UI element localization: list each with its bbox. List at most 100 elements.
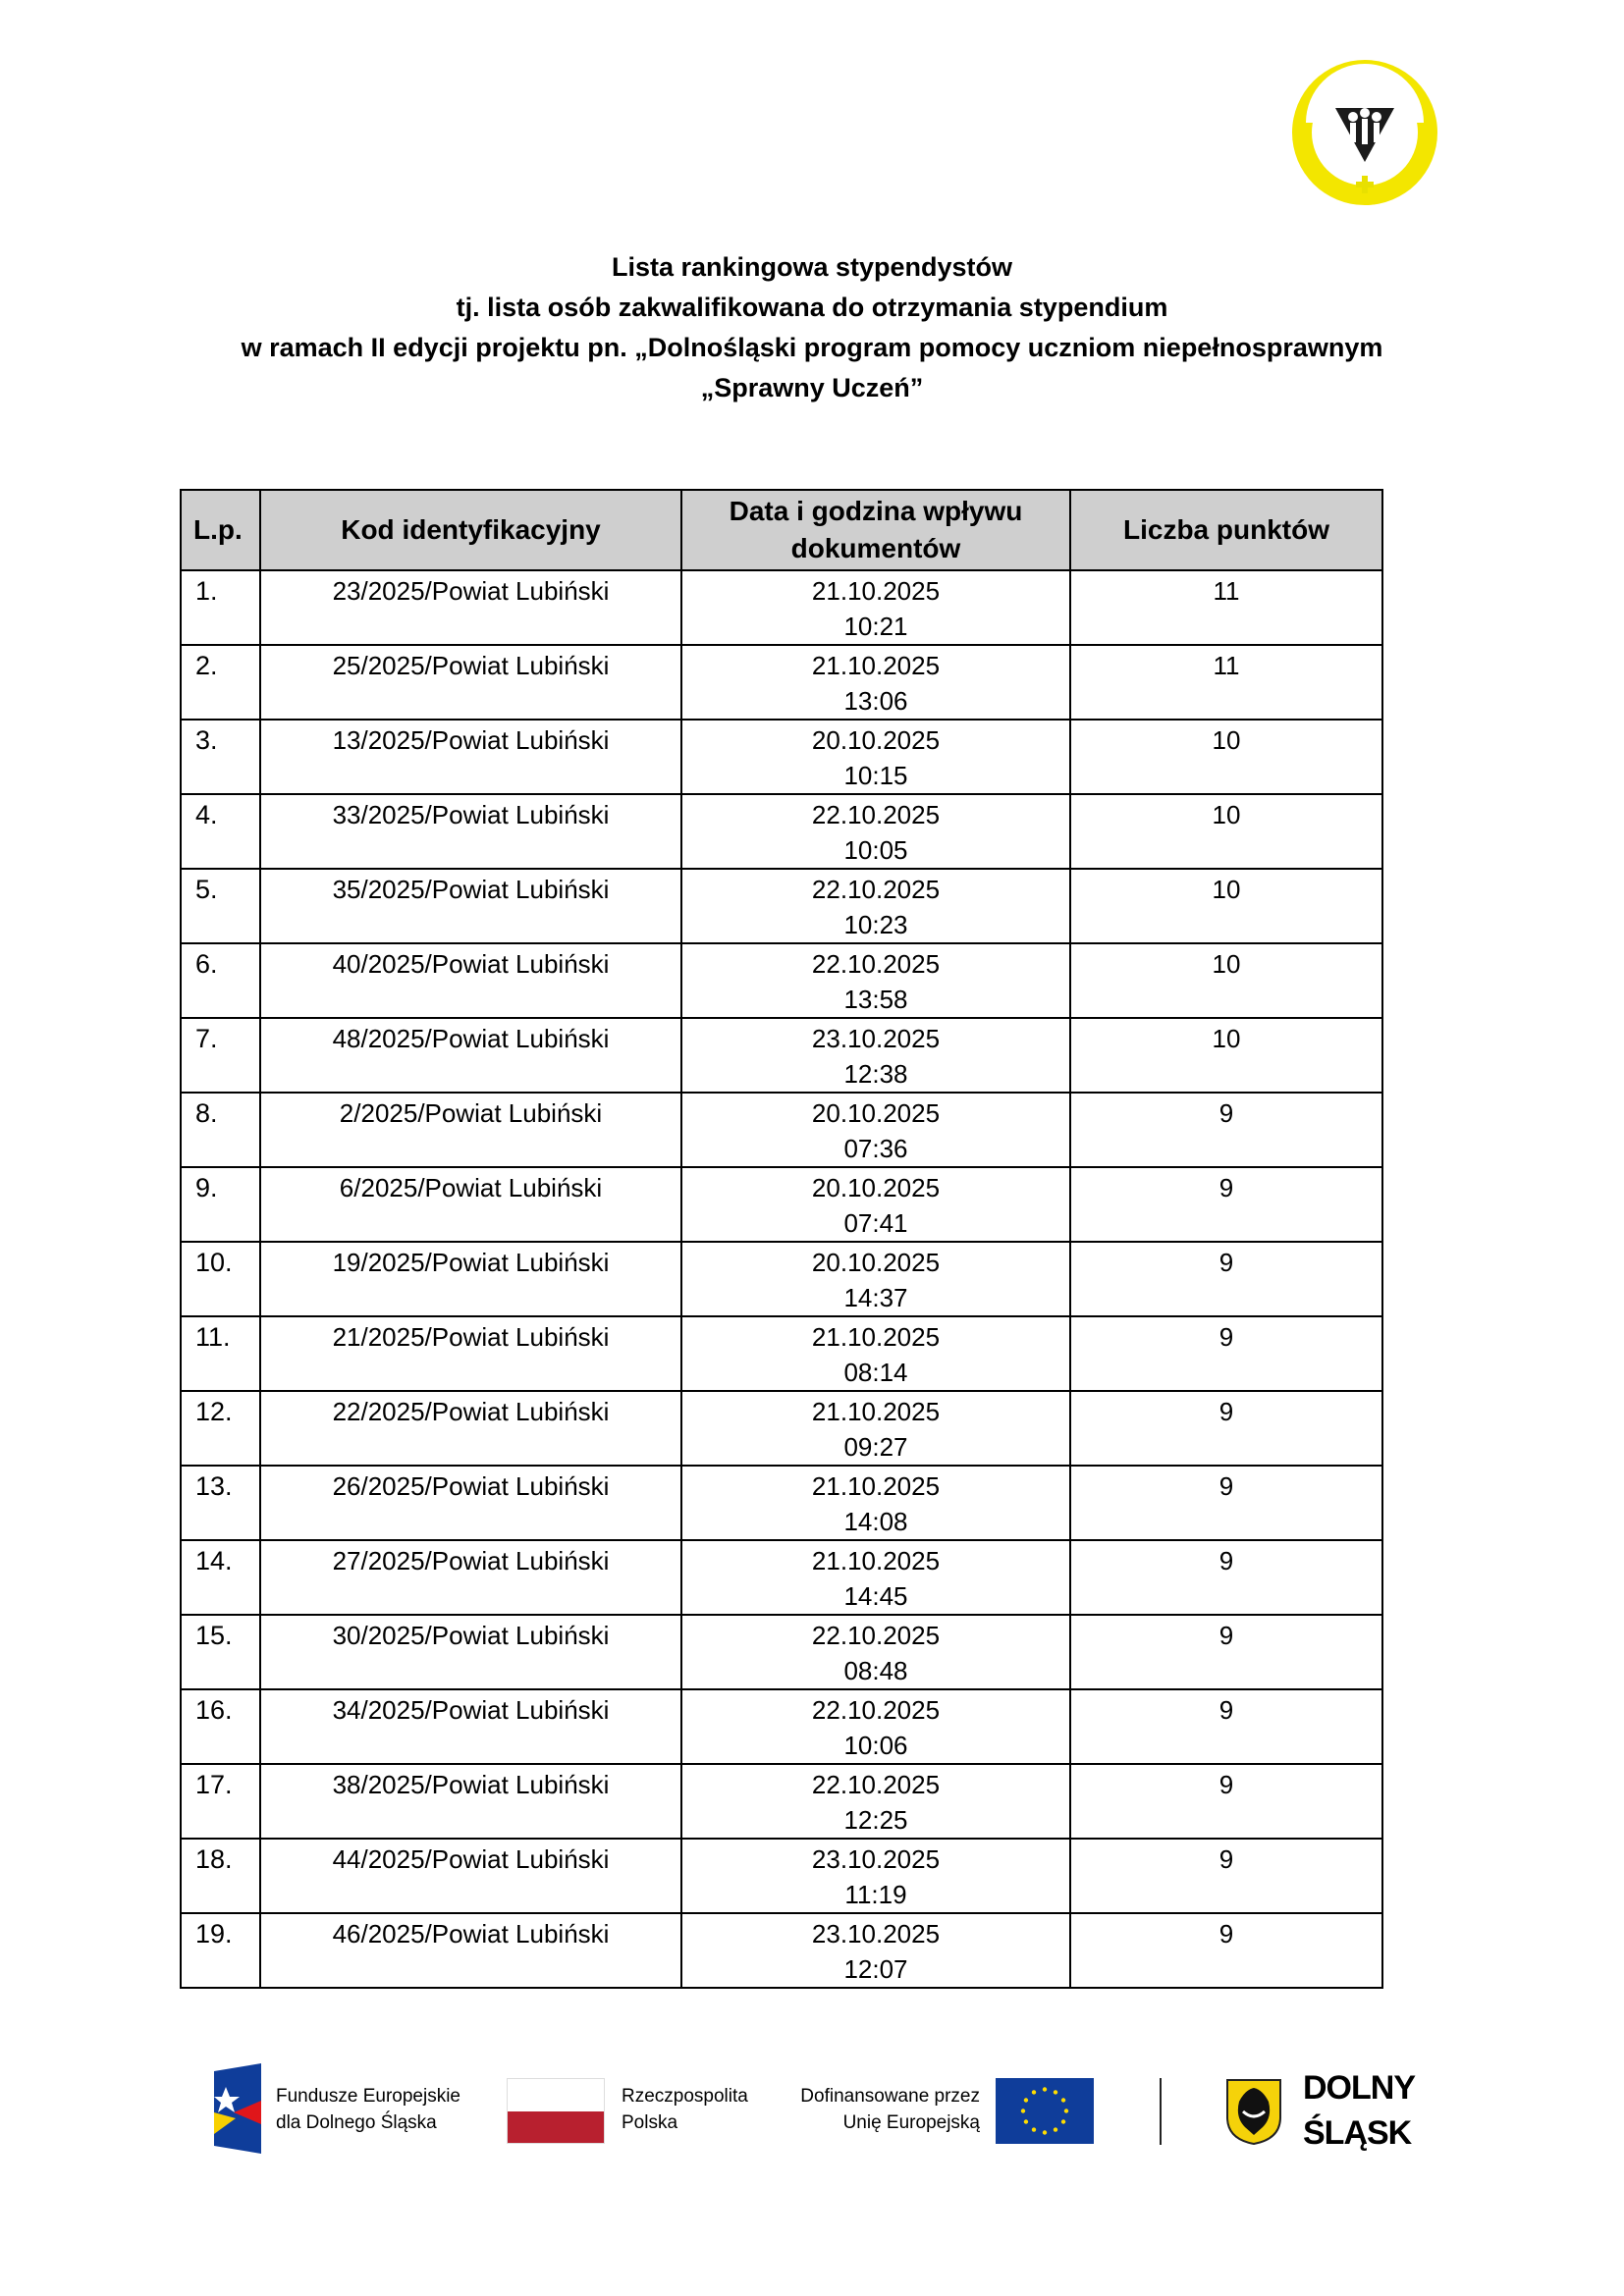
cell-datetime: 22.10.2025 13:58 [680,942,1071,1019]
cell-time: 14:08 [843,1507,908,1536]
cell-date: 22.10.2025 [811,1770,941,1799]
cell-points: 9 [1069,1838,1383,1914]
table-row: 1. 23/2025/Powiat Lubiński 21.10.2025 10:… [180,569,1383,646]
table-row: 17. 38/2025/Powiat Lubiński 22.10.2025 12… [180,1763,1383,1840]
cell-time: 07:36 [843,1134,908,1163]
cell-points: 10 [1069,793,1383,870]
cell-date: 21.10.2025 [811,1546,941,1575]
cell-datetime: 20.10.2025 07:41 [680,1166,1071,1243]
cell-date: 23.10.2025 [811,1919,941,1949]
cell-lp: 10. [180,1241,261,1317]
cell-points: 9 [1069,1166,1383,1243]
cell-datetime: 21.10.2025 13:06 [680,644,1071,721]
cell-points: 9 [1069,1688,1383,1765]
fe-line1: Fundusze Europejskie [276,2086,460,2107]
cell-datetime: 22.10.2025 12:25 [680,1763,1071,1840]
table-row: 3. 13/2025/Powiat Lubiński 20.10.2025 10:… [180,719,1383,795]
rp-line2: Polska [622,2112,678,2133]
table-row: 2. 25/2025/Powiat Lubiński 21.10.2025 13:… [180,644,1383,721]
table-row: 8. 2/2025/Powiat Lubiński 20.10.2025 07:3… [180,1092,1383,1168]
cell-time: 10:21 [843,612,908,641]
table-row: 18. 44/2025/Powiat Lubiński 23.10.2025 11… [180,1838,1383,1914]
cell-code: 21/2025/Powiat Lubiński [259,1315,682,1392]
cell-time: 12:38 [843,1059,908,1089]
cell-date: 21.10.2025 [811,1397,941,1426]
dops-logo [1286,54,1443,211]
cell-datetime: 21.10.2025 14:08 [680,1465,1071,1541]
table-row: 10. 19/2025/Powiat Lubiński 20.10.2025 14… [180,1241,1383,1317]
ds-line2: ŚLĄSK [1303,2114,1412,2152]
cell-lp: 2. [180,644,261,721]
cell-lp: 5. [180,868,261,944]
cell-date: 22.10.2025 [811,875,941,904]
header-code: Kod identyfikacyjny [259,489,682,571]
cell-time: 11:19 [844,1880,907,1909]
eu-star [1063,2109,1069,2113]
table-header-row: L.p. Kod identyfikacyjny Data i godzina … [180,489,1383,571]
eu-flag-icon [996,2078,1094,2144]
cell-time: 10:06 [843,1731,908,1760]
cell-lp: 3. [180,719,261,795]
cell-lp: 9. [180,1166,261,1243]
cell-lp: 1. [180,569,261,646]
cell-points: 11 [1069,644,1383,721]
cell-time: 13:58 [843,985,908,1014]
table-row: 19. 46/2025/Powiat Lubiński 23.10.2025 12… [180,1912,1383,1989]
header-lp: L.p. [180,489,261,571]
cell-code: 38/2025/Powiat Lubiński [259,1763,682,1840]
cell-datetime: 20.10.2025 07:36 [680,1092,1071,1168]
cell-lp: 6. [180,942,261,1019]
table-row: 12. 22/2025/Powiat Lubiński 21.10.2025 09… [180,1390,1383,1467]
cell-points: 10 [1069,719,1383,795]
footer-logos: Fundusze Europejskie dla Dolnego Śląska … [0,2061,1624,2169]
eu-line1: Dofinansowane przez [800,2086,980,2107]
cell-lp: 14. [180,1539,261,1616]
cell-date: 20.10.2025 [811,725,941,755]
cell-datetime: 22.10.2025 10:23 [680,868,1071,944]
cell-lp: 16. [180,1688,261,1765]
document-title: Lista rankingowa stypendystów tj. lista … [0,247,1624,408]
cell-lp: 15. [180,1614,261,1690]
table-row: 5. 35/2025/Powiat Lubiński 22.10.2025 10:… [180,868,1383,944]
cell-points: 9 [1069,1092,1383,1168]
cell-datetime: 21.10.2025 14:45 [680,1539,1071,1616]
cell-lp: 7. [180,1017,261,1094]
title-line-1: Lista rankingowa stypendystów [611,252,1013,282]
cell-datetime: 23.10.2025 12:07 [680,1912,1071,1989]
eu-star [1042,2087,1048,2092]
eu-star [1053,2127,1058,2132]
cell-points: 10 [1069,1017,1383,1094]
cell-datetime: 22.10.2025 10:06 [680,1688,1071,1765]
cell-date: 22.10.2025 [811,949,941,979]
cell-time: 12:07 [843,1954,908,1984]
cell-lp: 11. [180,1315,261,1392]
eu-star [1053,2090,1058,2095]
eu-star [1020,2109,1026,2113]
cell-date: 22.10.2025 [811,800,941,829]
eu-star [1031,2090,1037,2095]
ds-line1: DOLNY [1303,2069,1416,2107]
cell-lp: 12. [180,1390,261,1467]
cell-time: 10:23 [843,910,908,939]
cell-lp: 4. [180,793,261,870]
cell-time: 13:06 [843,686,908,716]
cell-code: 44/2025/Powiat Lubiński [259,1838,682,1914]
cell-points: 9 [1069,1912,1383,1989]
cell-date: 22.10.2025 [811,1695,941,1725]
eu-star [1023,2098,1029,2103]
eu-line2: Unię Europejską [842,2112,980,2133]
ranking-table: L.p. Kod identyfikacyjny Data i godzina … [180,489,1383,1989]
cell-time: 08:48 [843,1656,908,1685]
cell-time: 14:45 [843,1581,908,1611]
cell-points: 9 [1069,1465,1383,1541]
cell-date: 21.10.2025 [811,1322,941,1352]
fe-logo-icon [214,2063,261,2154]
cell-time: 14:37 [843,1283,908,1312]
cell-lp: 8. [180,1092,261,1168]
cell-code: 48/2025/Powiat Lubiński [259,1017,682,1094]
eu-star [1031,2127,1037,2132]
cell-points: 10 [1069,942,1383,1019]
polish-flag-icon [507,2078,605,2144]
cell-date: 22.10.2025 [811,1621,941,1650]
cell-date: 23.10.2025 [811,1024,941,1053]
